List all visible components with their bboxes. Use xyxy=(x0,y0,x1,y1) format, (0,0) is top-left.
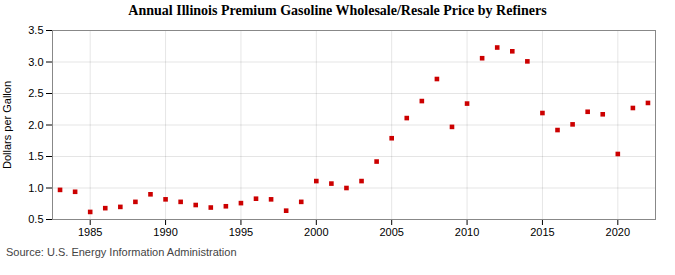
svg-text:2000: 2000 xyxy=(304,226,328,238)
svg-text:1985: 1985 xyxy=(78,226,102,238)
svg-text:3.0: 3.0 xyxy=(28,56,43,68)
svg-text:2.0: 2.0 xyxy=(28,119,43,131)
svg-text:2020: 2020 xyxy=(606,226,630,238)
svg-text:1990: 1990 xyxy=(153,226,177,238)
svg-text:2005: 2005 xyxy=(379,226,403,238)
svg-text:1.5: 1.5 xyxy=(28,150,43,162)
svg-text:2.5: 2.5 xyxy=(28,87,43,99)
svg-text:2010: 2010 xyxy=(455,226,479,238)
svg-text:Dollars per Gallon: Dollars per Gallon xyxy=(1,81,13,169)
svg-text:1995: 1995 xyxy=(229,226,253,238)
svg-text:2015: 2015 xyxy=(530,226,554,238)
svg-text:3.5: 3.5 xyxy=(28,24,43,36)
html-text:Source: U.S. Energy Informatio: Source: U.S. Energy Information Administ… xyxy=(6,246,237,258)
html-text:Annual Illinois Premium Gasoli: Annual Illinois Premium Gasoline Wholesa… xyxy=(128,3,547,18)
svg-text:0.5: 0.5 xyxy=(28,213,43,225)
svg-text:1.0: 1.0 xyxy=(28,182,43,194)
